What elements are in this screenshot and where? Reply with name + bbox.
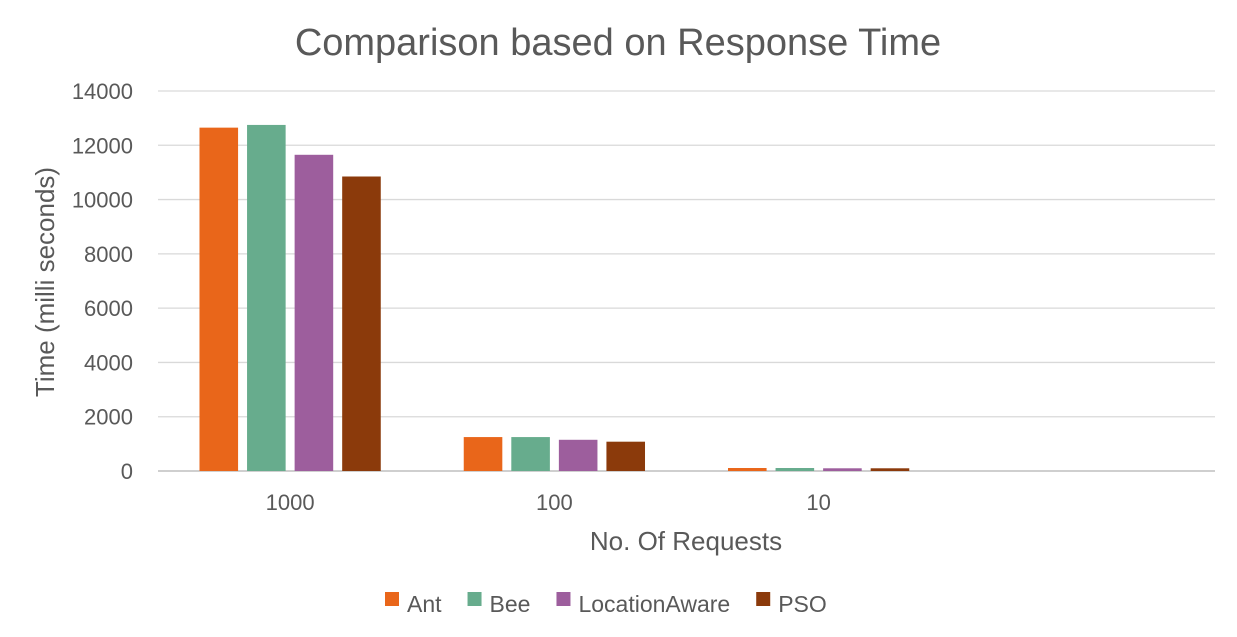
- legend-item-locationaware: LocationAware: [556, 591, 730, 617]
- y-tick-label: 12000: [72, 133, 133, 158]
- legend-swatch: [385, 592, 399, 606]
- bar-ant-100: [463, 437, 503, 471]
- legend-swatch: [756, 592, 771, 606]
- y-tick-label: 4000: [84, 350, 133, 375]
- x-axis-title: No. Of Requests: [590, 526, 782, 556]
- bar-locationaware-100: [558, 439, 598, 471]
- y-tick-label: 8000: [84, 242, 133, 267]
- legend-item-ant: Ant: [385, 591, 442, 617]
- x-tick-label: 100: [536, 490, 573, 515]
- y-tick-label: 2000: [84, 405, 133, 430]
- bar-pso-10: [870, 468, 910, 471]
- bar-bee-100: [511, 437, 550, 471]
- y-axis-ticks: 0 2000 4000 6000 8000 10000 12000 14000: [72, 79, 133, 484]
- chart-title: Comparison based on Response Time: [295, 22, 941, 64]
- legend-item-pso: PSO: [756, 591, 827, 617]
- legend-label: PSO: [778, 591, 827, 617]
- bar-bee-10: [775, 468, 815, 471]
- bar-pso-100: [606, 441, 646, 471]
- legend-item-bee: Bee: [467, 591, 531, 617]
- legend-label: Ant: [407, 591, 442, 617]
- y-tick-label: 0: [121, 459, 133, 484]
- y-axis-title: Time (milli seconds): [30, 167, 60, 397]
- y-tick-label: 10000: [72, 188, 133, 213]
- bar-locationaware-1000: [294, 154, 334, 472]
- legend: Ant Bee LocationAware PSO: [385, 591, 827, 617]
- gridlines: [158, 90, 1215, 472]
- x-tick-label: 1000: [266, 490, 315, 515]
- y-tick-label: 14000: [72, 79, 133, 104]
- y-tick-label: 6000: [84, 296, 133, 321]
- bar-ant-1000: [199, 127, 239, 471]
- legend-swatch: [556, 592, 571, 606]
- bar-locationaware-10: [823, 468, 862, 471]
- legend-label: LocationAware: [578, 591, 730, 617]
- bar-bee-1000: [247, 124, 286, 472]
- x-tick-label: 10: [806, 490, 830, 515]
- bar-pso-1000: [342, 176, 381, 471]
- bars: [199, 124, 910, 472]
- bar-ant-10: [727, 468, 767, 471]
- legend-label: Bee: [490, 591, 531, 617]
- legend-swatch: [467, 592, 482, 606]
- x-axis-ticks: 1000 100 10: [266, 490, 831, 515]
